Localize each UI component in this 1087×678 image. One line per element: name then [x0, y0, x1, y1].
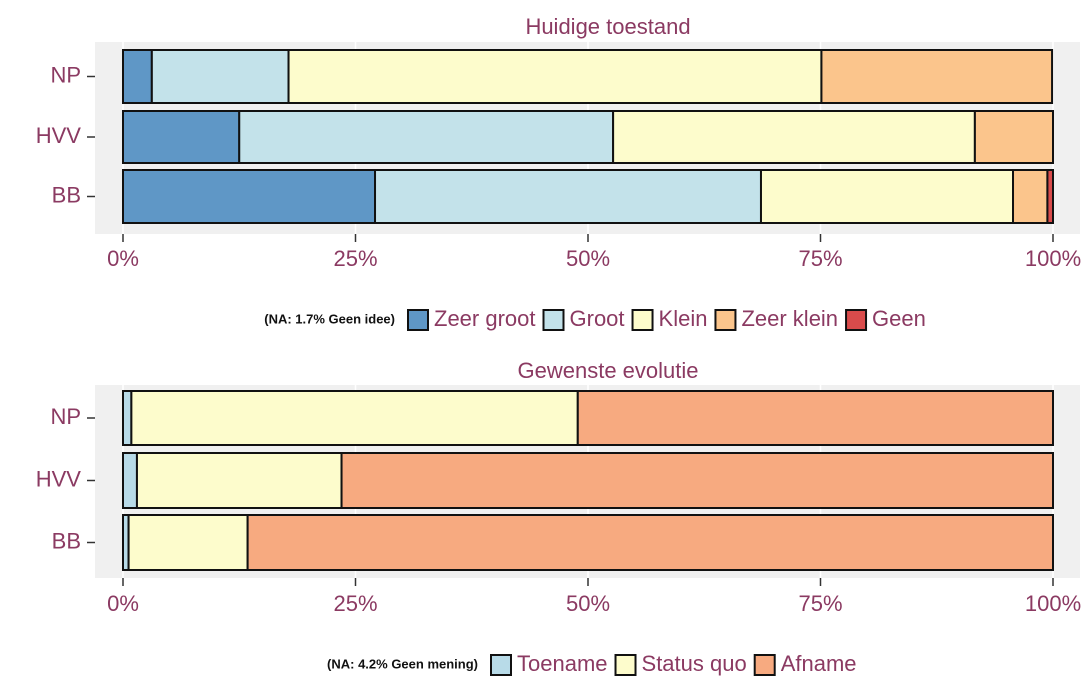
bar-segment	[1046, 169, 1055, 224]
x-tick-label: 50%	[566, 246, 610, 271]
legend-swatch	[753, 654, 776, 676]
legend-label: Zeer klein	[741, 306, 838, 331]
legend-label: Groot	[570, 306, 625, 331]
bar-segment	[759, 169, 1015, 224]
bar-segment	[122, 49, 153, 104]
legend-label: Klein	[659, 306, 708, 331]
legend-label: Zeer groot	[434, 306, 536, 331]
legend-swatch	[490, 654, 512, 676]
legend-swatch	[407, 309, 429, 331]
bar-segment	[135, 452, 343, 509]
x-tick-label: 50%	[566, 591, 610, 616]
bar-segment	[238, 110, 615, 164]
bar-segment	[340, 452, 1054, 509]
bar-segment	[576, 390, 1055, 446]
bar-segment	[820, 49, 1054, 104]
legend-label: Geen	[872, 306, 926, 331]
bar-segment	[374, 169, 762, 224]
legend-swatch	[542, 309, 565, 331]
x-tick-label: 75%	[798, 246, 842, 271]
legend-swatch	[631, 309, 654, 331]
y-tick-label: NP	[50, 62, 81, 87]
x-tick-label: 75%	[798, 591, 842, 616]
chart-title: Gewenste evolutie	[518, 358, 699, 383]
legend-label: Afname	[781, 651, 857, 676]
y-tick-label: BB	[52, 182, 81, 207]
x-tick-label: 0%	[107, 246, 139, 271]
bar-segment	[130, 390, 579, 446]
legend-swatch	[614, 654, 637, 676]
bar-segment	[246, 514, 1054, 571]
legend-label: Toename	[517, 651, 608, 676]
bar-segment	[973, 110, 1055, 164]
chart-title: Huidige toestand	[525, 14, 690, 39]
bar-segment	[122, 452, 138, 509]
bar-segment	[127, 514, 249, 571]
bar-segment	[122, 390, 133, 446]
legend-note: (NA: 4.2% Geen mening)	[327, 656, 478, 671]
x-tick-label: 100%	[1025, 591, 1081, 616]
y-tick-label: HVV	[36, 123, 82, 148]
bar-segment	[287, 49, 823, 104]
y-tick-label: NP	[50, 404, 81, 429]
x-tick-label: 25%	[333, 246, 377, 271]
bar-segment	[122, 169, 377, 224]
y-tick-label: BB	[52, 528, 81, 553]
legend-swatch	[845, 309, 868, 331]
x-tick-label: 25%	[333, 591, 377, 616]
x-tick-label: 0%	[107, 591, 139, 616]
bar-segment	[1012, 169, 1049, 224]
legend-note: (NA: 1.7% Geen idee)	[264, 311, 395, 326]
y-tick-label: HVV	[36, 466, 82, 491]
bar-segment	[612, 110, 976, 164]
x-tick-label: 100%	[1025, 246, 1081, 271]
legend-swatch	[714, 309, 737, 331]
legend-label: Status quo	[642, 651, 747, 676]
bar-segment	[122, 110, 241, 164]
bar-segment	[150, 49, 290, 104]
